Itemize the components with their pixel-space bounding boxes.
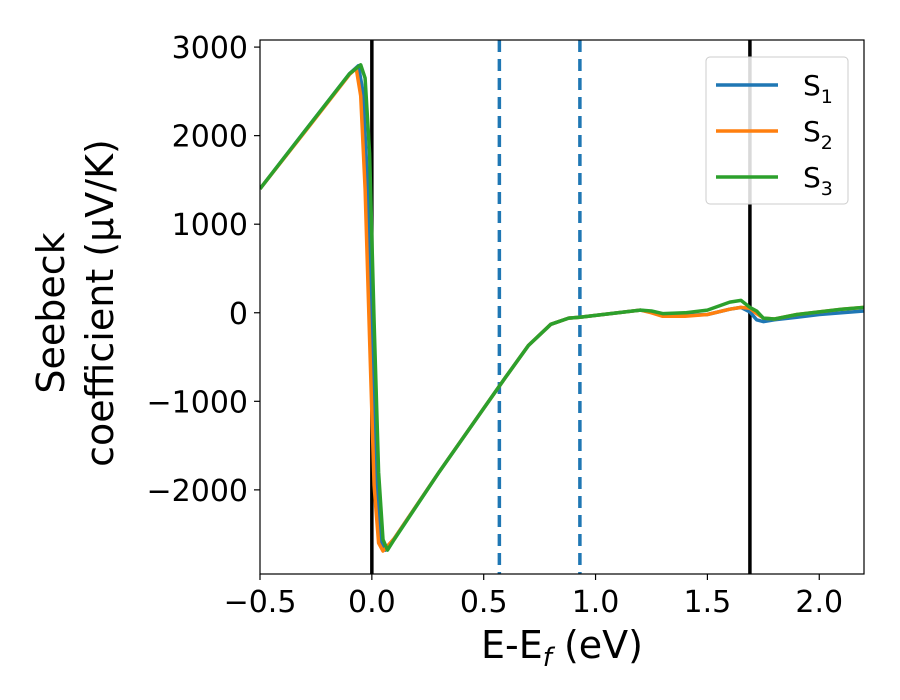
y-tick-label: 0 xyxy=(229,297,248,332)
legend-label-s3: S3 xyxy=(803,161,833,200)
y-axis: −2000 −1000 0 1000 2000 3000 xyxy=(147,31,260,509)
x-tick-label: 1.5 xyxy=(684,585,732,620)
y-tick-label: 1000 xyxy=(172,208,248,243)
x-tick-label: 0.0 xyxy=(348,585,396,620)
series-lines xyxy=(260,63,864,553)
x-axis-title: E-Ef (eV) xyxy=(481,623,643,673)
y-tick-label: 2000 xyxy=(172,120,248,155)
x-tick-label: 1.0 xyxy=(572,585,620,620)
x-axis: −0.5 0.0 0.5 1.0 1.5 2.0 xyxy=(224,574,843,620)
x-axis-title-unit: (eV) xyxy=(552,623,643,667)
y-axis-title: Seebeck coefficient (μV/K) xyxy=(29,139,122,467)
series-line-s3 xyxy=(260,63,864,552)
x-tick-label: −0.5 xyxy=(224,585,297,620)
y-tick-label: −2000 xyxy=(147,474,248,509)
plot-frame xyxy=(259,39,865,575)
y-axis-title-line2: coefficient (μV/K) xyxy=(78,139,122,467)
x-tick-label: 0.5 xyxy=(460,585,508,620)
legend: S1 S2 S3 xyxy=(705,56,849,205)
y-tick-label: 3000 xyxy=(172,31,248,66)
legend-label-s1: S1 xyxy=(803,69,833,108)
y-axis-title-line1: Seebeck xyxy=(29,232,73,393)
legend-label-s2: S2 xyxy=(803,115,833,154)
x-tick-label: 2.0 xyxy=(795,585,843,620)
y-tick-label: −1000 xyxy=(147,385,248,420)
